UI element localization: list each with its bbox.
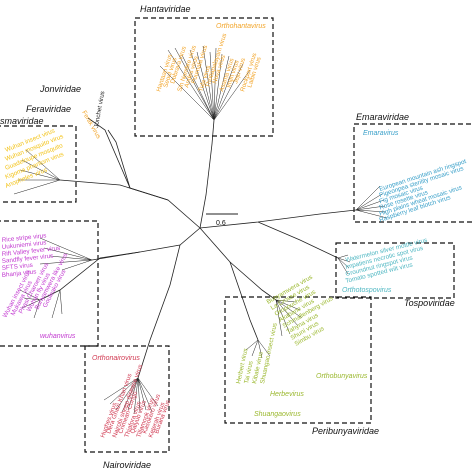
leaf-peribunya-9: Tai virus — [243, 360, 255, 384]
leaf-phenui-1: Uukuniemi virus — [1, 239, 46, 251]
leaf-phenui-4: SFTS virus — [1, 262, 33, 272]
phenuiviridae-box — [0, 220, 99, 347]
family-label-emaraviridae: Emaraviridae — [356, 112, 409, 122]
hantaviridae-fan — [159, 45, 251, 121]
genus-label-orthonairovirus: Orthonairovirus — [92, 355, 140, 362]
genus-label-orthobunyavirus: Orthobunyavirus — [316, 373, 368, 380]
nairoviridae-box — [84, 345, 170, 453]
tree-branches — [39, 117, 357, 379]
leaf-phenui-0: Rice stripe virus — [1, 232, 46, 244]
genus-label-orthohantavirus: Orthohantavirus — [216, 23, 266, 30]
emaraviridae-fan — [355, 185, 388, 219]
genus-label-herbevirus: Herbevirus — [270, 391, 304, 398]
family-label-jonviridae: Jonviridae — [39, 84, 81, 94]
family-label-feraviridae: Feraviridae — [26, 104, 71, 114]
genus-label-emaravirus: Emaravirus — [363, 130, 399, 137]
phenuiviridae-fan — [19, 237, 93, 319]
leaf-phenui-5: Bhanja virus — [1, 268, 36, 279]
genus-label-orthotospovirus: Orthotospovirus — [342, 287, 392, 294]
peribunyaviridae-fan — [245, 299, 303, 359]
peribunyaviridae-box — [224, 296, 372, 424]
family-label-mypoviridae: smaviridae — [0, 116, 44, 126]
tospoviridae-box — [335, 242, 455, 299]
family-label-tospoviridae: Tospoviridae — [404, 298, 455, 308]
family-label-nairoviridae: Nairoviridae — [103, 460, 151, 470]
mypoviridae-box — [0, 125, 77, 203]
tospoviridae-fan — [337, 254, 351, 275]
scale-bar-label: 0.6 — [216, 220, 226, 227]
nairoviridae-fan — [103, 377, 159, 415]
family-label-peribunyaviridae: Peribunyaviridae — [312, 426, 379, 436]
genus-label-shuangaovirus: Shuangaovirus — [254, 411, 301, 418]
hantaviridae-box — [134, 17, 274, 137]
family-label-hantaviridae: Hantaviridae — [140, 4, 191, 14]
mypoviridae-fan — [13, 149, 61, 195]
genus-label-wuhanvirus: wuhanvirus — [40, 333, 76, 340]
emaraviridae-box — [353, 123, 474, 223]
